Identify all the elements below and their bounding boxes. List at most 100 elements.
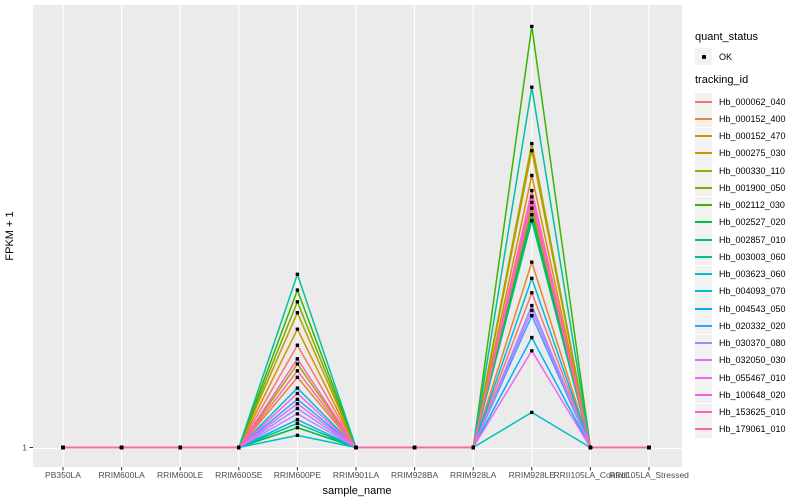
legend-key — [695, 282, 712, 300]
line-swatch-icon — [695, 221, 712, 224]
legend-key — [695, 144, 712, 162]
data-point — [295, 369, 300, 373]
data-point — [295, 386, 300, 390]
legend-item-Hb_100648_020: Hb_100648_020 — [695, 386, 786, 404]
data-point — [530, 260, 534, 264]
legend-key — [695, 386, 712, 404]
legend-key — [695, 248, 712, 266]
line-swatch-icon — [695, 255, 712, 258]
data-point — [530, 188, 534, 193]
legend-item-Hb_020332_020: Hb_020332_020 — [695, 317, 786, 335]
line-swatch-icon — [695, 342, 712, 345]
legend-item-label: Hb_002112_030 — [719, 200, 785, 211]
data-point — [471, 445, 475, 450]
legend-item-Hb_000152_400: Hb_000152_400 — [695, 110, 786, 128]
data-point — [647, 445, 651, 450]
data-point — [412, 445, 417, 450]
legend-item-Hb_003003_060: Hb_003003_060 — [695, 248, 786, 266]
data-point — [530, 195, 534, 199]
x-tick-label: RRII105LA_Stressed — [609, 470, 689, 480]
legend-item-Hb_004093_070: Hb_004093_070 — [695, 282, 786, 300]
data-point — [295, 300, 300, 304]
x-tick-labels: PB350LA RRIM600LA RRIM600LE RRIM600SE RRIM60… — [45, 470, 689, 480]
legend-key — [695, 420, 712, 438]
data-point — [530, 410, 534, 415]
x-tick-label: RRII105LA_Control — [554, 470, 628, 480]
data-point — [530, 308, 534, 313]
data-point — [295, 357, 300, 361]
data-point — [530, 303, 534, 308]
legend-item-label: Hb_000275_030 — [719, 148, 786, 159]
legend-item-label: Hb_179061_010 — [719, 424, 786, 435]
x-tick-label: RRIM928LA — [450, 470, 497, 480]
data-point — [530, 206, 534, 210]
x-tick-label: RRIM600SE — [215, 470, 263, 480]
data-point — [588, 445, 593, 450]
legend-key — [695, 110, 712, 128]
legend-key — [695, 93, 712, 111]
data-point — [295, 311, 300, 315]
data-point — [295, 288, 300, 292]
line-swatch-icon — [695, 307, 712, 310]
legend-key — [695, 403, 712, 421]
legend-item-Hb_003623_060: Hb_003623_060 — [695, 265, 786, 283]
data-point — [237, 445, 241, 450]
legend-key — [695, 48, 712, 65]
data-point — [295, 327, 300, 331]
legend-item-label: Hb_001900_050 — [719, 182, 786, 193]
legend-key — [695, 179, 712, 197]
data-point — [530, 148, 534, 153]
axis-ticks — [29, 447, 650, 471]
legend-item-Hb_030370_080: Hb_030370_080 — [695, 334, 786, 352]
legend-item-Hb_002527_020: Hb_002527_020 — [695, 213, 786, 231]
data-point — [354, 445, 358, 450]
line-swatch-icon — [695, 238, 712, 241]
legend-key — [695, 300, 712, 318]
data-point — [119, 445, 124, 450]
legend-item-ok: OK — [695, 48, 732, 65]
data-point — [530, 276, 534, 281]
legend-tracking-items: Hb_000062_040 Hb_000152_400 Hb_000152_470 H… — [695, 93, 786, 438]
legend-item-Hb_179061_010: Hb_179061_010 — [695, 420, 786, 438]
data-point — [295, 362, 300, 366]
data-point — [530, 212, 534, 217]
legend-item-label: Hb_030370_080 — [719, 338, 786, 349]
legend-item-Hb_000275_030: Hb_000275_030 — [695, 144, 786, 162]
legend-key — [695, 162, 712, 180]
legend-item-Hb_032050_030: Hb_032050_030 — [695, 351, 786, 369]
line-swatch-icon — [695, 186, 712, 189]
legend-item-label: Hb_032050_030 — [719, 355, 786, 366]
data-point — [530, 313, 534, 318]
legend-key — [695, 213, 712, 231]
legend-item-label: Hb_002527_020 — [719, 217, 786, 228]
legend-item-Hb_004543_050: Hb_004543_050 — [695, 300, 786, 318]
line-swatch-icon — [695, 359, 712, 362]
data-point — [61, 445, 65, 450]
line-swatch-icon — [695, 117, 712, 120]
data-point — [530, 291, 534, 295]
point-marker-icon — [701, 54, 706, 59]
legend-item-label: Hb_003623_060 — [719, 269, 786, 280]
line-swatch-icon — [695, 100, 712, 103]
data-point — [295, 417, 300, 422]
data-point — [295, 343, 300, 347]
data-point — [530, 141, 534, 146]
line-swatch-icon — [695, 376, 712, 379]
data-point — [295, 433, 300, 438]
line-swatch-icon — [695, 135, 712, 138]
legend-item-Hb_002857_010: Hb_002857_010 — [695, 231, 786, 249]
data-point — [295, 406, 300, 411]
y-tick-label: 1 — [22, 443, 27, 453]
legend-item-label: Hb_000062_040 — [719, 96, 786, 107]
data-point — [295, 402, 300, 406]
data-point — [295, 375, 300, 380]
x-tick-label: RRIM928LE — [509, 470, 556, 480]
legend-key — [695, 265, 712, 283]
x-tick-label: RRIM600PE — [274, 470, 322, 480]
data-point — [530, 218, 534, 223]
data-point — [178, 445, 182, 450]
legend-tracking-id-title: tracking_id — [695, 74, 749, 86]
data-point — [295, 397, 300, 402]
data-point — [295, 425, 300, 430]
